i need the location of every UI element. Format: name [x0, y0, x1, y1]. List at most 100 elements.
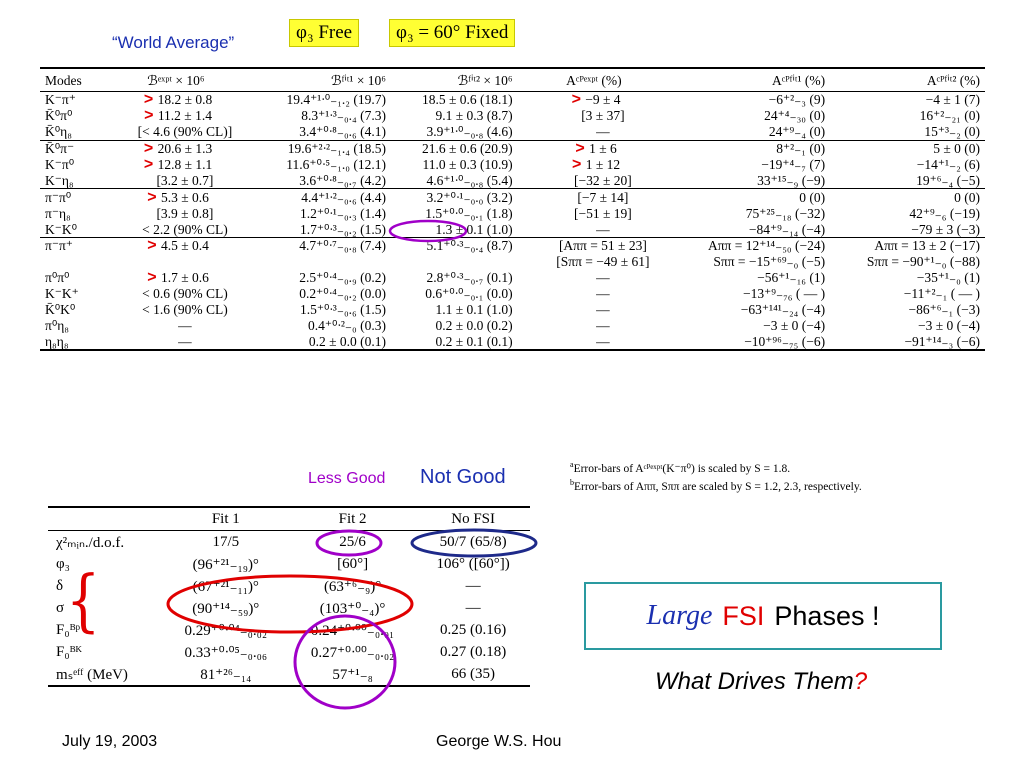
col-header-acp-fit2: Aᶜᴾᶠⁱᵗ² (%) — [830, 67, 985, 92]
less-good-label: Less Good — [308, 470, 386, 487]
fit1-cell: 17/5 — [212, 533, 240, 550]
table-row: φ₃ (96⁺²¹₋₁₉)° [60°] 106° ([60°]) — [48, 553, 530, 575]
bfit2-cell: 0.2 ± 0.1 (0.1) — [391, 333, 518, 352]
red-marker-icon: > — [147, 269, 157, 287]
red-marker-icon: > — [143, 156, 154, 173]
acp-expt-cell-value: [−7 ± 14] — [577, 189, 629, 205]
bfit1-cell-value: 1.2⁺⁰ᐧ¹₋₀.₃ (1.4) — [299, 205, 387, 221]
quantity-cell: φ₃ — [56, 555, 70, 572]
bfit2-cell-value: 9.1 ± 0.3 (8.7) — [435, 108, 513, 124]
mode-cell: K̄⁰π⁰ — [40, 108, 99, 124]
acp-fit1-cell: −3 ± 0 (−4) — [670, 317, 830, 333]
mode-cell: K⁻K⁰ — [40, 221, 99, 237]
acp-fit2-cell: 15⁺³₋₂ (0) — [830, 124, 985, 140]
footnote-a-text: Error-bars of Aᶜᴾᵉˣᵖᵗ(K⁻π⁰) is scaled by… — [573, 462, 791, 475]
acp-fit1-cell: −19⁺⁴₋₇ (7) — [670, 157, 830, 173]
acp-fit2-cell: 19⁺⁶₋₄ (−5) — [830, 172, 985, 188]
bexpt-cell: < 1.6 (90% CL) — [99, 302, 253, 318]
fit2-cell: 0.27⁺⁰ᐧ⁰⁰₋₀.₀₂ — [310, 644, 395, 661]
table-row: π⁻π⁰ >5.3 ± 0.6 4.4⁺¹ᐧ²₋₀.₆ (4.4) 3.2⁺⁰ᐧ¹₋₀… — [40, 188, 985, 206]
acp-fit2-cell: Sππ = −90⁺¹₋₀ (−88) — [830, 254, 985, 270]
acp-fit1-cell-value: −3 ± 0 (−4) — [763, 317, 826, 333]
nofsi-cell: 50/7 (65/8) — [439, 533, 507, 550]
bfit1-cell-value: 8.3⁺¹ᐧ³₋₀.₄ (7.3) — [301, 108, 387, 124]
bfit1-cell: 3.6⁺⁰ᐧ⁸₋₀.₇ (4.2) — [253, 172, 391, 188]
fit2-cell: (103⁺⁰₋₄)° — [319, 600, 386, 617]
bfit1-cell: 19.4⁺¹ᐧ⁰₋₁.₂ (19.7) — [253, 90, 392, 108]
mode-cell-value: π⁰η₈ — [45, 317, 69, 333]
bfit1-cell-value: 2.5⁺⁰ᐧ⁴₋₀.₉ (0.2) — [299, 270, 387, 286]
bexpt-cell-value: [3.9 ± 0.8] — [156, 205, 214, 221]
quantity-cell: F₀ᴮᵖ — [56, 621, 81, 638]
bfit1-cell: 3.4⁺⁰ᐧ⁸₋₀.₆ (4.1) — [253, 124, 391, 140]
what-drives-them: What Drives Them? — [655, 668, 867, 696]
mode-cell: η₈η₈ — [40, 333, 99, 352]
acp-fit1-cell-value: −84⁺⁹₋₁₄ (−4) — [748, 221, 826, 237]
mode-cell-value: K̄⁰K⁰ — [45, 302, 76, 318]
table-row: χ²ₘᵢₙ./d.o.f. 17/5 25/6 50/7 (65/8) — [48, 531, 530, 554]
fit1-cell: 81⁺²⁶₋₁₄ — [162, 663, 289, 687]
nofsi-cell: 66 (35) — [416, 663, 530, 687]
bfit1-cell-value: 19.4⁺¹ᐧ⁰₋₁.₂ (19.7) — [286, 92, 387, 108]
acp-fit2-cell-value: −35⁺¹₋₀ (1) — [916, 270, 980, 286]
bexpt-cell: — — [98, 333, 253, 352]
acp-fit1-cell-value: 24⁺⁹₋₄ (0) — [768, 124, 826, 140]
bfit1-cell-value: 19.6⁺²ᐧ²₋₁.₄ (18.5) — [287, 141, 387, 157]
table-row: mₛᵉᶠᶠ (MeV) 81⁺²⁶₋₁₄ 57⁺¹₋₈ 66 (35) — [48, 663, 530, 687]
acp-fit2-cell: −14⁺¹₋₂ (6) — [830, 157, 985, 173]
table-row: F₀ᴮᴷ 0.33⁺⁰ᐧ⁰⁵₋₀.₀₆ 0.27⁺⁰ᐧ⁰⁰₋₀.₀₂ 0.27 (0.… — [48, 641, 530, 663]
bfit1-cell-value: 0.4⁺⁰ᐧ²₋₀ (0.3) — [308, 317, 387, 333]
red-marker-icon: > — [575, 140, 585, 158]
acp-fit1-cell-value: −13⁺⁹₋₇₆ ( — ) — [743, 286, 826, 302]
bfit1-cell-value: 4.4⁺¹ᐧ²₋₀.₆ (4.4) — [301, 189, 387, 205]
bexpt-cell: >18.2 ± 0.8 — [98, 90, 253, 108]
bexpt-cell — [99, 254, 253, 270]
col-header-fit1: Fit 1 — [162, 506, 289, 531]
nofsi-cell: 0.25 (0.16) — [440, 621, 507, 638]
acp-fit2-cell-value: 15⁺³₋₂ (0) — [924, 124, 980, 140]
acp-expt-cell: [−7 ± 14] — [517, 188, 671, 206]
acp-fit2-cell: 5 ± 0 (0) — [830, 139, 985, 157]
acp-fit2-cell: −11⁺²₋₁ ( — ) — [830, 286, 985, 302]
acp-fit1-cell-value: 0 (0) — [799, 189, 826, 205]
acp-fit2-cell-value: −4 ± 1 (7) — [925, 92, 980, 108]
bfit2-cell: 9.1 ± 0.3 (8.7) — [391, 108, 518, 124]
acp-fit1-cell-value: Aππ = 12⁺¹⁴₋₅₀ (−24) — [707, 238, 826, 254]
acp-fit1-cell: 75⁺²⁵₋₁₈ (−32) — [670, 205, 830, 221]
bexpt-cell: >12.8 ± 1.1 — [99, 157, 253, 173]
table-row: K⁻η₈ [3.2 ± 0.7] 3.6⁺⁰ᐧ⁸₋₀.₇ (4.2) 4.6⁺¹ᐧ⁰₋… — [40, 172, 985, 188]
mode-cell: π⁰π⁰ — [40, 270, 99, 286]
acp-expt-cell-value: [3 ± 37] — [581, 108, 625, 124]
bfit2-cell-value: 11.0 ± 0.3 (10.9) — [422, 157, 513, 172]
acp-fit1-cell-value: 33⁺¹⁵₋₉ (−9) — [757, 172, 826, 188]
nofsi-cell: 0.27 (0.18) — [440, 643, 507, 660]
bfit2-cell: 18.5 ± 0.6 (18.1) — [391, 90, 518, 108]
mode-cell-value: K̄⁰π⁰ — [45, 108, 73, 124]
mode-cell-value: K⁻π⁰ — [45, 157, 75, 172]
mode-cell-value: K⁻η₈ — [45, 172, 74, 188]
bfit1-cell-value: 0.2⁺⁰ᐧ⁴₋₀.₂ (0.0) — [299, 286, 387, 302]
fit-comparison-table: Fit 1 Fit 2 No FSI χ²ₘᵢₙ./d.o.f. 17/5 25/6… — [48, 506, 530, 687]
bexpt-cell-value: — — [178, 333, 192, 349]
acp-expt-cell: — — [518, 270, 671, 286]
mode-cell-value: K⁻K⁰ — [45, 221, 78, 237]
bexpt-cell-value: < 2.2 (90% CL) — [142, 221, 228, 237]
acp-expt-cell-value: [−32 ± 20] — [574, 172, 632, 188]
red-marker-icon: > — [572, 156, 582, 173]
bfit2-cell: 1.1 ± 0.1 (1.0) — [391, 302, 518, 318]
mode-cell-value: η₈η₈ — [45, 333, 69, 349]
bexpt-cell-value: 20.6 ± 1.3 — [157, 141, 213, 157]
acp-fit2-cell-value: −14⁺¹₋₂ (6) — [916, 157, 980, 172]
acp-expt-cell: [−51 ± 19] — [518, 205, 671, 221]
bfit1-cell: 11.6⁺⁰ᐧ⁵₋₁.₀ (12.1) — [253, 157, 391, 173]
bfit2-cell-value: 3.2⁺⁰ᐧ¹₋₀.₀ (3.2) — [426, 189, 513, 205]
bexpt-cell-value: 11.2 ± 1.4 — [157, 108, 212, 124]
acp-fit2-cell-value: −11⁺²₋₁ ( — ) — [903, 286, 980, 302]
acp-expt-cell-value: [−51 ± 19] — [574, 205, 632, 221]
mode-cell: π⁻π⁺ — [40, 237, 99, 254]
acp-fit1-cell-value: −63⁺¹⁴¹₋₂₄ (−4) — [740, 302, 826, 318]
bfit2-cell — [391, 254, 518, 270]
acp-fit2-cell: 16⁺²₋₂₁ (0) — [830, 108, 985, 124]
bfit1-cell: 8.3⁺¹ᐧ³₋₀.₄ (7.3) — [253, 108, 391, 124]
acp-expt-cell-value: — — [596, 270, 610, 286]
